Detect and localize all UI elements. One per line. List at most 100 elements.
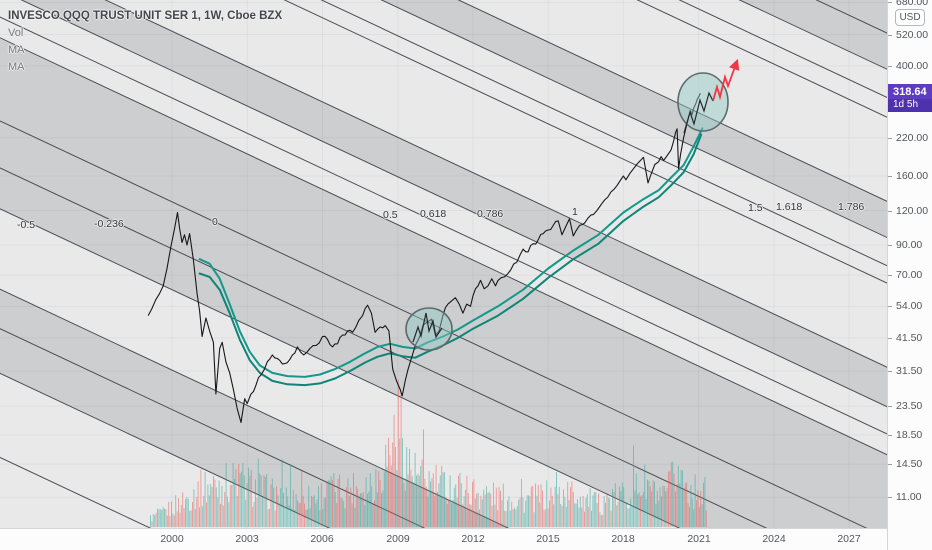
fib-channel-line[interactable] (0, 0, 887, 489)
volume-bar (385, 444, 387, 527)
volume-bar (396, 470, 398, 527)
ma-line-lower[interactable] (198, 133, 703, 387)
volume-bar (446, 504, 448, 527)
volume-bar (325, 497, 326, 527)
volume-bar (318, 485, 319, 527)
fib-channel-line[interactable] (0, 0, 887, 236)
fib-channel-line[interactable] (0, 0, 887, 468)
volume-bar (679, 483, 681, 527)
volume-bar (550, 487, 552, 527)
volume-bar (654, 481, 655, 527)
volume-bar (609, 498, 611, 527)
volume-bar (593, 491, 595, 527)
volume-bar (630, 498, 632, 527)
fib-channel-line[interactable] (0, 171, 887, 528)
fib-channel-line[interactable] (0, 0, 887, 317)
volume-bar (298, 502, 300, 527)
fib-channel-line[interactable] (0, 420, 887, 528)
price-tick-label: 23.50 (896, 400, 923, 412)
ma-line-upper[interactable] (198, 127, 704, 378)
volume-bar (365, 477, 367, 527)
volume-bar (676, 484, 678, 527)
volume-bar (389, 455, 391, 527)
volume-bar (476, 493, 478, 527)
volume-bar (252, 506, 254, 527)
volume-bar (497, 510, 499, 527)
axis-corner (887, 528, 932, 550)
volume-bar (543, 509, 545, 527)
volume-bar (320, 483, 322, 527)
volume-bar (567, 482, 569, 527)
fib-channel-line[interactable] (0, 0, 887, 402)
volume-bar (565, 506, 567, 527)
volume-bar (670, 462, 672, 527)
volume-bar (400, 392, 402, 527)
volume-bar (460, 483, 462, 527)
volume-bar (229, 484, 231, 527)
price-tick-mark (888, 306, 892, 307)
volume-bar (453, 487, 455, 527)
price-chart-canvas[interactable] (0, 0, 887, 528)
fib-channel-line[interactable] (0, 130, 887, 528)
fib-channel-line[interactable] (0, 0, 887, 132)
fib-channel-line[interactable] (0, 0, 887, 104)
projection-arrow[interactable] (712, 58, 740, 102)
volume-bar (448, 499, 450, 527)
volume-bar (334, 491, 336, 527)
volume-bar (631, 505, 633, 527)
fib-channel-line[interactable] (0, 291, 887, 528)
volume-bar (487, 492, 489, 527)
volume-bar (431, 478, 433, 527)
volume-bar (684, 483, 686, 527)
fib-channel-line[interactable] (0, 0, 887, 272)
fib-channel-line[interactable] (0, 336, 887, 528)
fib-channel-line[interactable] (0, 0, 887, 152)
fib-channel-line[interactable] (0, 0, 887, 300)
volume-bar (308, 485, 310, 527)
volume-bar (470, 504, 472, 527)
volume-bar (154, 515, 156, 527)
volume-bar (395, 447, 396, 527)
volume-bar (379, 480, 381, 527)
volume-bar (652, 480, 654, 527)
volume-bar (418, 475, 420, 527)
volume-bar (425, 486, 427, 527)
price-axis[interactable]: USD 318.64 1d 5h 680.00 520.00 400.00 220.0… (887, 0, 932, 528)
volume-bar (343, 500, 345, 527)
currency-toggle-button[interactable]: USD (895, 9, 925, 26)
volume-bar (619, 486, 620, 527)
price-line[interactable] (147, 93, 701, 424)
volume-bar (245, 499, 247, 527)
volume-bar (376, 492, 378, 527)
volume-bar (600, 515, 602, 527)
volume-bar (579, 496, 581, 527)
volume-bar (277, 495, 279, 527)
time-axis[interactable]: 2000 2003 2006 2009 2012 2015 2018 2021 2024 2027 (0, 528, 932, 550)
volume-bar (175, 495, 177, 527)
volume-bar (274, 510, 276, 527)
price-tick-label: 14.50 (896, 458, 923, 470)
last-price-value: 318.64 (893, 86, 927, 98)
volume-bar (602, 514, 604, 527)
volume-bar (270, 484, 272, 527)
price-tick-mark (888, 176, 892, 177)
volume-bar (281, 459, 283, 527)
volume-bar (634, 490, 636, 527)
volume-bar (481, 499, 483, 527)
volume-bar (171, 501, 172, 527)
volume-bar (150, 515, 151, 527)
pattern-sketch-2009[interactable] (412, 312, 443, 343)
volume-bar (260, 475, 262, 527)
fib-channel-line[interactable] (0, 0, 887, 441)
volume-bar (315, 503, 317, 527)
volume-bar (551, 495, 553, 527)
volume-bar (409, 448, 410, 527)
volume-bar (640, 496, 641, 527)
volume-bar (231, 484, 233, 527)
pattern-sketch-2021[interactable] (683, 91, 714, 134)
volume-bar (649, 486, 651, 527)
volume-bar (703, 482, 704, 527)
volume-bar (493, 482, 494, 527)
highlight-circle-2021[interactable] (677, 72, 729, 132)
price-tick-label: 11.00 (896, 491, 922, 503)
